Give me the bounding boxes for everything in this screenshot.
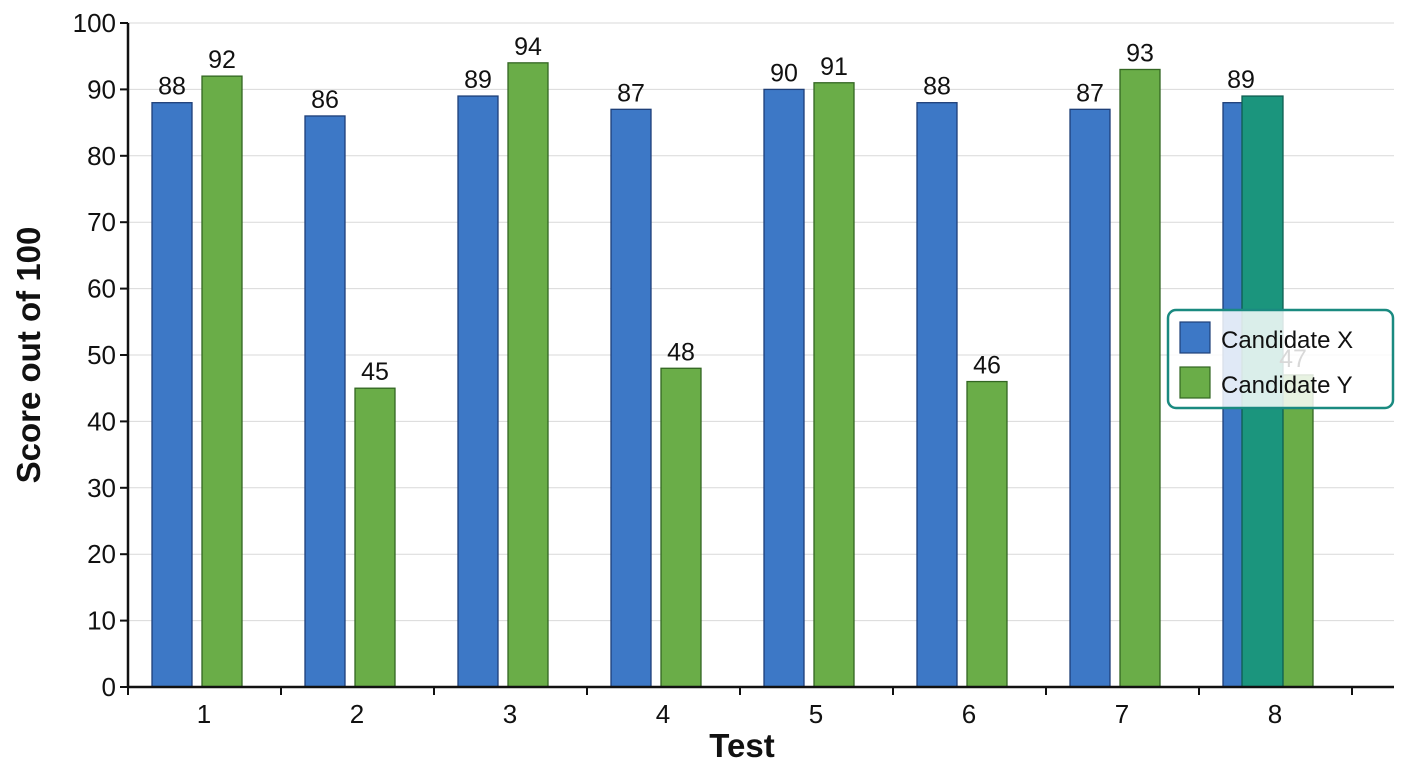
- bar-candidate-y-test-2: [354, 387, 396, 688]
- y-tick-label-90: 90: [87, 74, 116, 104]
- x-tick-label-2: 2: [350, 699, 364, 729]
- y-tick-label-50: 50: [87, 340, 116, 370]
- y-tick-label-40: 40: [87, 406, 116, 436]
- x-tick-label-4: 4: [656, 699, 670, 729]
- x-tick-label-3: 3: [503, 699, 517, 729]
- y-tick-label-60: 60: [87, 274, 116, 304]
- legend-swatch-candidate-y: [1179, 366, 1211, 399]
- data-label-test-7-candidate-y: 93: [1126, 39, 1154, 67]
- x-tick-label-8: 8: [1268, 699, 1282, 729]
- legend-label-candidate-x: Candidate X: [1221, 327, 1353, 354]
- data-label-test-8-extra: 89: [1227, 66, 1255, 94]
- bar-candidate-x-test-7: [1069, 108, 1111, 688]
- x-tick-label-6: 6: [962, 699, 976, 729]
- legend: Candidate X Candidate Y: [1166, 308, 1395, 410]
- bar-candidate-y-test-4: [660, 367, 702, 688]
- y-tick-label-0: 0: [102, 672, 116, 702]
- bar-candidate-y-test-1: [201, 75, 243, 688]
- x-axis-title: Test: [709, 727, 774, 764]
- bar-candidate-x-test-4: [610, 108, 652, 688]
- data-label-test-5-candidate-x: 90: [770, 59, 798, 87]
- y-tick-label-10: 10: [87, 606, 116, 636]
- bar-candidate-y-test-5: [813, 82, 855, 688]
- data-label-test-3-candidate-x: 89: [464, 66, 492, 94]
- x-tick-label-1: 1: [197, 699, 211, 729]
- data-label-test-2-candidate-x: 86: [311, 86, 339, 114]
- legend-label-candidate-y: Candidate Y: [1221, 372, 1353, 399]
- bar-candidate-x-test-3: [457, 95, 499, 688]
- bar-candidate-x-test-1: [151, 102, 193, 688]
- legend-box: [1166, 308, 1395, 410]
- data-label-test-1-candidate-y: 92: [208, 46, 236, 74]
- data-label-test-5-candidate-y: 91: [820, 53, 848, 81]
- x-tick-label-5: 5: [809, 699, 823, 729]
- bar-candidate-x-test-2: [304, 115, 346, 688]
- y-tick-label-70: 70: [87, 207, 116, 237]
- bar-candidate-y-test-3: [507, 62, 549, 688]
- y-tick-label-20: 20: [87, 539, 116, 569]
- bars: [151, 62, 1314, 688]
- data-label-test-6-candidate-x: 88: [923, 73, 951, 101]
- x-tick-label-7: 7: [1115, 699, 1129, 729]
- data-label-test-4-candidate-y: 48: [667, 338, 695, 366]
- y-axis-title: Score out of 100: [10, 227, 47, 484]
- bar-candidate-y-test-7: [1119, 68, 1161, 688]
- data-label-test-6-candidate-y: 46: [973, 352, 1001, 380]
- y-tick-label-80: 80: [87, 141, 116, 171]
- data-label-test-4-candidate-x: 87: [617, 79, 645, 107]
- y-tick-label-100: 100: [73, 8, 116, 38]
- bar-candidate-x-test-5: [763, 88, 805, 688]
- data-label-test-3-candidate-y: 94: [514, 33, 542, 61]
- y-tick-label-30: 30: [87, 473, 116, 503]
- legend-swatch-candidate-x: [1179, 321, 1211, 354]
- data-label-test-1-candidate-x: 88: [158, 73, 186, 101]
- data-label-test-2-candidate-y: 45: [361, 358, 389, 386]
- bar-candidate-y-test-6: [966, 380, 1008, 688]
- bar-candidate-x-test-6: [916, 102, 958, 688]
- data-label-test-7-candidate-x: 87: [1076, 79, 1104, 107]
